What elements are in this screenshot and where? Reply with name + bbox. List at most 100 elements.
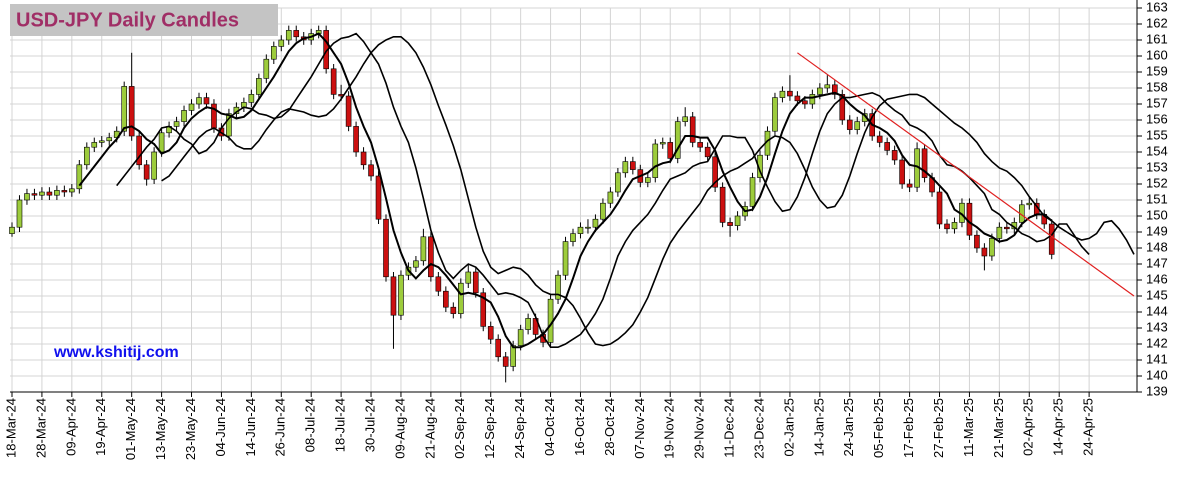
candle-body [1048,223,1055,255]
x-tick-label: 09-Aug-24 [392,398,407,459]
candle-body [974,234,980,249]
candle-body [413,260,419,268]
y-tick-label: 159 [1146,63,1168,78]
y-tick-label: 148 [1146,239,1168,254]
x-tick-label: 07-Nov-24 [632,398,647,459]
candle-body [457,282,464,314]
candle-body [876,135,883,143]
x-tick-label: 02-Sep-24 [452,398,467,459]
candle-body [173,121,180,127]
y-tick-label: 150 [1146,207,1168,222]
candle-body [24,193,30,201]
candle-body [502,356,509,367]
y-tick-label: 152 [1146,175,1168,190]
candle-body [831,84,838,95]
candle-body [525,318,531,330]
candle-body [981,247,988,257]
candle-body [817,87,823,95]
candle-body [585,226,591,229]
candle-body [899,159,905,185]
candle-body [1026,202,1033,206]
x-tick-label: 05-Feb-25 [871,398,886,458]
x-tick-label: 21-Mar-25 [991,398,1006,458]
y-tick-label: 158 [1146,79,1168,94]
candle-body [84,146,90,166]
y-tick-label: 146 [1146,271,1168,286]
candle-body [76,164,83,190]
y-tick-label: 145 [1146,287,1168,302]
candle-body [443,290,449,308]
chart-title: USD-JPY Daily Candles [16,9,239,31]
y-tick-label: 162 [1146,15,1168,30]
candle-body [188,103,195,111]
x-tick-label: 04-Jun-24 [213,398,228,457]
candle-body [719,186,726,223]
candle-body [921,148,928,178]
candle-body [203,97,210,105]
x-tick-label: 30-Jul-24 [362,398,377,452]
y-tick-label: 154 [1146,143,1168,158]
candle-body [727,222,733,226]
x-tick-label: 11-Dec-24 [722,398,737,458]
average-line [161,36,1135,347]
candle-body [263,58,270,79]
candle-body [375,175,382,220]
x-tick-label: 19-Apr-24 [93,398,108,456]
candle-body [652,143,659,178]
candle-body [248,94,255,103]
y-tick-label: 161 [1146,31,1168,46]
x-tick-label: 27-Feb-25 [931,398,946,458]
candle-body [39,191,45,196]
candle-body [136,135,142,166]
candle-body [16,199,23,228]
candle-body [712,156,718,188]
candle-body [824,84,831,89]
candle-body [69,188,75,193]
candle-body [31,193,38,196]
y-tick-label: 143 [1146,319,1168,334]
candle-body [884,142,890,151]
candle-body [734,215,741,226]
candle-body [487,326,494,340]
x-tick-label: 02-Apr-25 [1021,398,1036,456]
candle-body [510,345,516,367]
candle-body [697,142,703,148]
candle-body [128,86,135,137]
x-tick-label: 04-Oct-24 [542,398,557,456]
x-tick-label: 13-May-24 [153,398,168,460]
x-tick-label: 17-Feb-25 [901,398,916,458]
candle-body [465,271,472,284]
candle-body [54,190,60,196]
candle-body [689,116,696,143]
y-tick-label: 156 [1146,111,1168,126]
candle-body [495,338,502,358]
candle-body [809,94,816,105]
x-tick-label: 28-Mar-24 [33,398,48,458]
candle-body [659,142,666,145]
candle-body [270,46,277,60]
candle-body [674,121,681,159]
y-tick-label: 141 [1146,351,1168,366]
candle-body [951,222,958,230]
x-tick-label: 21-Aug-24 [422,398,437,459]
x-tick-label: 23-Dec-24 [751,398,766,459]
trend-line [797,52,1135,297]
candle-body [330,68,337,95]
grid [10,7,1137,393]
y-tick-label: 142 [1146,335,1168,350]
x-tick-label: 14-Jan-25 [811,398,826,457]
candle-body [996,226,1003,239]
x-tick-label: 14-Jun-24 [243,398,258,457]
candle-body [517,329,524,346]
candle-body [555,274,561,300]
candle-body [787,90,793,97]
x-tick-label: 16-Oct-24 [572,398,587,456]
x-tick-label: 24-Jan-25 [841,398,856,457]
candle-body [577,226,584,234]
y-tick-label: 160 [1146,47,1168,62]
x-tick-label: 18-Jul-24 [333,398,348,452]
candle-body [562,241,569,276]
average-line [116,32,1090,348]
candle-body [151,151,157,180]
x-tick-label: 11-Mar-25 [961,398,976,457]
